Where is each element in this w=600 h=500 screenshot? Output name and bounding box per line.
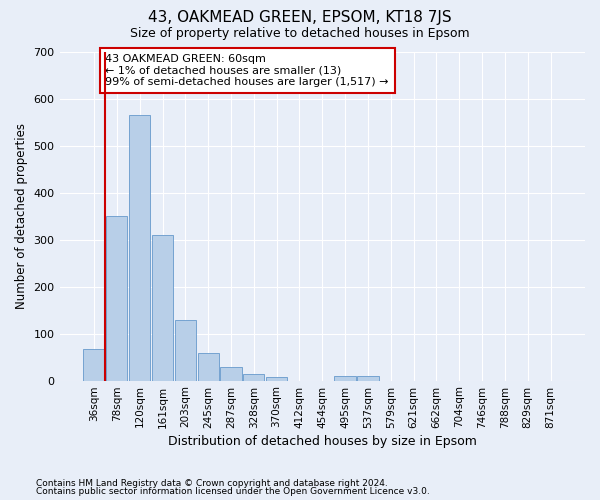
X-axis label: Distribution of detached houses by size in Epsom: Distribution of detached houses by size … xyxy=(168,434,477,448)
Bar xyxy=(129,115,150,380)
Bar xyxy=(83,348,104,380)
Text: Contains HM Land Registry data © Crown copyright and database right 2024.: Contains HM Land Registry data © Crown c… xyxy=(36,478,388,488)
Bar xyxy=(152,235,173,380)
Bar xyxy=(358,376,379,380)
Y-axis label: Number of detached properties: Number of detached properties xyxy=(15,123,28,309)
Text: 43 OAKMEAD GREEN: 60sqm
← 1% of detached houses are smaller (13)
99% of semi-det: 43 OAKMEAD GREEN: 60sqm ← 1% of detached… xyxy=(106,54,389,87)
Text: Contains public sector information licensed under the Open Government Licence v3: Contains public sector information licen… xyxy=(36,488,430,496)
Bar xyxy=(334,376,356,380)
Bar xyxy=(266,378,287,380)
Bar xyxy=(197,354,219,380)
Bar xyxy=(106,216,127,380)
Bar xyxy=(220,368,242,380)
Text: 43, OAKMEAD GREEN, EPSOM, KT18 7JS: 43, OAKMEAD GREEN, EPSOM, KT18 7JS xyxy=(148,10,452,25)
Text: Size of property relative to detached houses in Epsom: Size of property relative to detached ho… xyxy=(130,28,470,40)
Bar xyxy=(243,374,265,380)
Bar xyxy=(175,320,196,380)
